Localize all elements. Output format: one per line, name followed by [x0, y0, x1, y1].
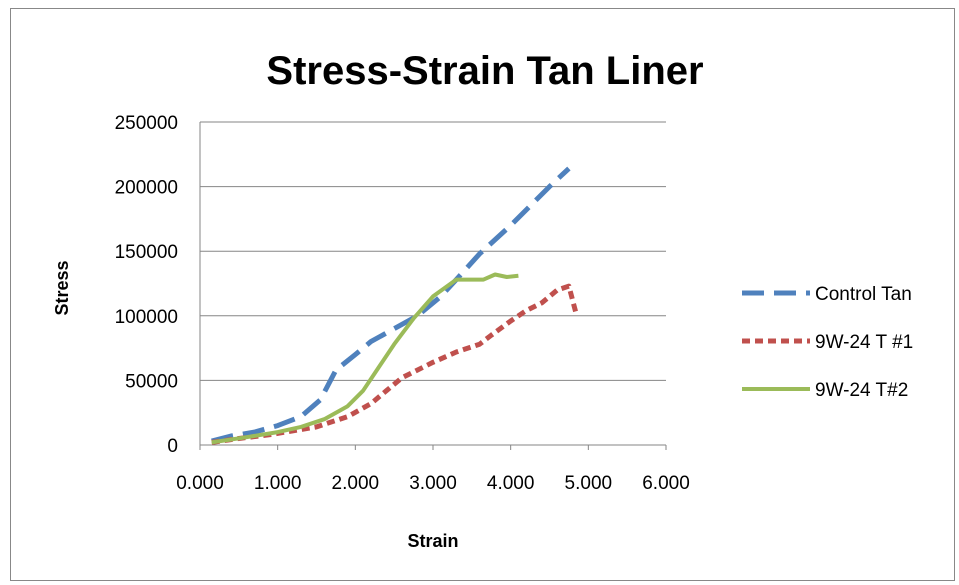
y-tick-label: 200000	[115, 178, 178, 199]
y-axis-title: Stress	[52, 260, 72, 315]
chart-title: Stress-Strain Tan Liner	[266, 49, 703, 93]
legend-label-2: 9W-24 T #1	[815, 332, 913, 353]
x-tick-label: 3.000	[409, 473, 457, 494]
legend: Control Tan 9W-24 T #1 9W-24 T#2	[742, 284, 913, 401]
x-axis-title: Strain	[407, 531, 458, 551]
x-axis-ticks: 0.000 1.000 2.000 3.000 4.000 5.000 6.000	[176, 445, 690, 494]
y-tick-label: 50000	[125, 371, 178, 392]
legend-label-1: Control Tan	[815, 284, 912, 305]
x-tick-label: 0.000	[176, 473, 224, 494]
gridlines	[200, 121, 666, 381]
y-tick-label: 0	[167, 436, 178, 457]
series-line-1	[211, 166, 571, 444]
x-tick-label: 2.000	[332, 473, 380, 494]
x-tick-label: 4.000	[487, 473, 535, 494]
legend-label-3: 9W-24 T#2	[815, 380, 908, 401]
series-lines	[211, 166, 580, 445]
series-line-3	[211, 272, 519, 445]
series-line-2	[211, 283, 580, 445]
y-tick-label: 100000	[115, 307, 178, 328]
x-tick-label: 6.000	[642, 473, 690, 494]
x-tick-label: 1.000	[254, 473, 302, 494]
y-tick-label: 250000	[115, 113, 178, 134]
y-tick-label: 150000	[115, 242, 178, 263]
chart-frame	[10, 8, 955, 581]
y-axis-ticks: 0 50000 100000 150000 200000 250000	[115, 113, 178, 457]
x-tick-label: 5.000	[565, 473, 613, 494]
